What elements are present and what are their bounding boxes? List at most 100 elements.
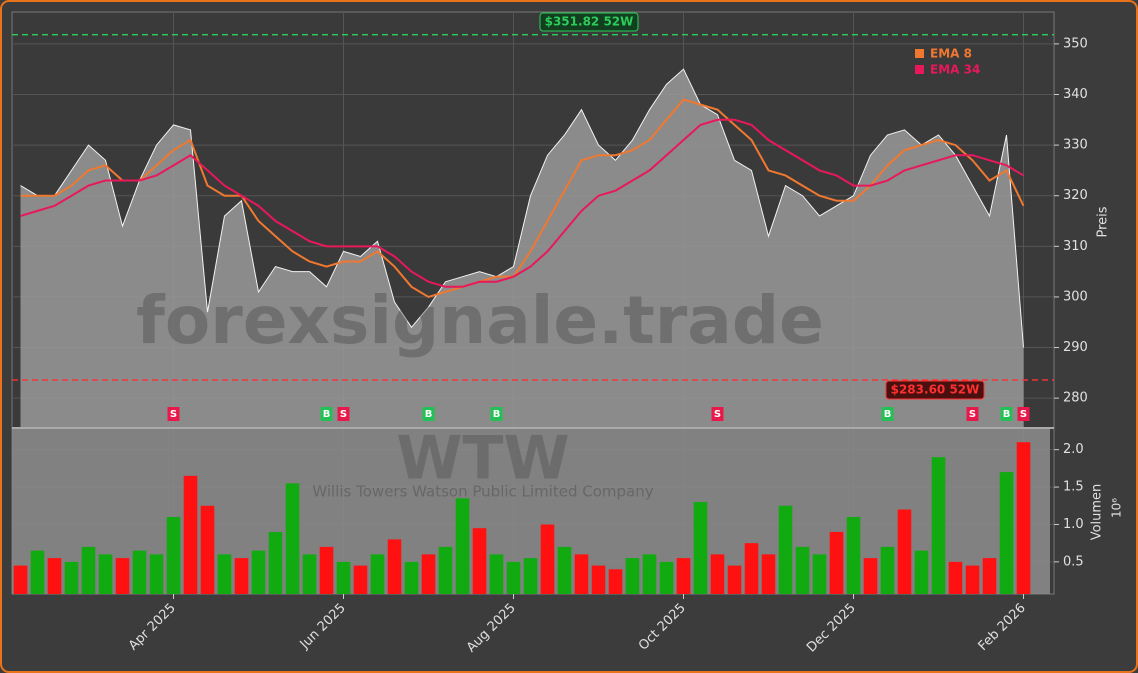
volume-bar bbox=[761, 554, 776, 594]
volume-bar bbox=[217, 554, 232, 594]
signal-box bbox=[966, 407, 979, 421]
volume-bar bbox=[336, 561, 351, 594]
volume-bar bbox=[506, 561, 521, 594]
volume-bar bbox=[914, 550, 929, 594]
signal-box bbox=[490, 407, 503, 421]
level-label-box bbox=[539, 12, 639, 32]
y2-axis-label: Volumen bbox=[1090, 484, 1105, 541]
volume-bar bbox=[625, 558, 640, 594]
signal-label: B bbox=[425, 409, 433, 420]
volume-bar bbox=[13, 565, 28, 594]
volume-bar bbox=[710, 554, 725, 594]
signal-label: S bbox=[714, 409, 721, 420]
volume-bar bbox=[438, 546, 453, 594]
y2-tick-label: 0.5 bbox=[1063, 554, 1084, 569]
y-tick-label: 290 bbox=[1063, 340, 1088, 355]
volume-bar bbox=[999, 472, 1014, 594]
legend-swatch bbox=[915, 65, 924, 74]
volume-bar bbox=[47, 558, 62, 594]
volume-bar bbox=[115, 558, 130, 594]
volume-bar bbox=[608, 569, 623, 594]
y-tick-label: 350 bbox=[1063, 36, 1088, 51]
volume-bar bbox=[676, 558, 691, 594]
volume-bar bbox=[268, 531, 283, 594]
volume-bar bbox=[404, 561, 419, 594]
volume-bar bbox=[472, 528, 487, 594]
volume-bar bbox=[829, 531, 844, 594]
signal-label: B bbox=[323, 409, 331, 420]
volume-bar bbox=[200, 505, 215, 594]
volume-bar bbox=[812, 554, 827, 594]
volume-bar bbox=[489, 554, 504, 594]
volume-bar bbox=[251, 550, 266, 594]
volume-bar bbox=[744, 543, 759, 594]
signal-box bbox=[711, 407, 724, 421]
signal-label: S bbox=[969, 409, 976, 420]
signal-label: B bbox=[1003, 409, 1011, 420]
volume-bar bbox=[183, 475, 198, 594]
volume-bar bbox=[98, 554, 113, 594]
level-label-box bbox=[885, 380, 985, 400]
volume-bar bbox=[1016, 442, 1031, 594]
volume-bar bbox=[302, 554, 317, 594]
volume-bar bbox=[642, 554, 657, 594]
signal-label: S bbox=[170, 409, 177, 420]
volume-bar bbox=[863, 558, 878, 594]
level-label: $283.60 52W bbox=[891, 383, 980, 397]
volume-bar bbox=[880, 546, 895, 594]
volume-bar bbox=[897, 509, 912, 594]
signal-box bbox=[320, 407, 333, 421]
volume-bar bbox=[81, 546, 96, 594]
volume-bar bbox=[421, 554, 436, 594]
y-tick-label: 330 bbox=[1063, 138, 1088, 153]
signal-label: S bbox=[340, 409, 347, 420]
volume-bar bbox=[948, 561, 963, 594]
y-tick-label: 340 bbox=[1063, 87, 1088, 102]
signal-box bbox=[1017, 407, 1030, 421]
ema-line bbox=[20, 118, 1025, 288]
volume-bar bbox=[727, 565, 742, 594]
y-tick-label: 320 bbox=[1063, 188, 1088, 203]
signal-box bbox=[1000, 407, 1013, 421]
y2-unit: 10⁶ bbox=[1110, 498, 1124, 518]
volume-bar bbox=[574, 554, 589, 594]
volume-bar bbox=[64, 561, 79, 594]
signal-box bbox=[422, 407, 435, 421]
price-line bbox=[20, 68, 1024, 348]
signal-box bbox=[337, 407, 350, 421]
price-area bbox=[20, 69, 1024, 428]
volume-bar bbox=[540, 524, 555, 594]
ticker-watermark: WTW bbox=[396, 424, 569, 494]
volume-bar bbox=[132, 550, 147, 594]
volume-bar bbox=[455, 498, 470, 594]
volume-bar bbox=[387, 539, 402, 594]
volume-bar bbox=[30, 550, 45, 594]
volume-bar bbox=[778, 505, 793, 594]
volume-bar bbox=[353, 565, 368, 594]
volume-bar bbox=[523, 558, 538, 594]
signal-label: B bbox=[884, 409, 892, 420]
watermark: forexsignale.trade bbox=[136, 282, 824, 359]
volume-bar bbox=[149, 554, 164, 594]
volume-bar bbox=[659, 561, 674, 594]
volume-bar bbox=[591, 565, 606, 594]
volume-bar bbox=[319, 546, 334, 594]
volume-bar bbox=[557, 546, 572, 594]
signal-box bbox=[881, 407, 894, 421]
signal-label: S bbox=[1020, 409, 1027, 420]
volume-bar bbox=[965, 565, 980, 594]
y2-tick-label: 2.0 bbox=[1063, 442, 1084, 457]
volume-bar bbox=[795, 546, 810, 594]
volume-bar bbox=[166, 516, 181, 594]
y-axis-label: Preis bbox=[1096, 206, 1111, 237]
y-tick-label: 310 bbox=[1063, 239, 1088, 254]
y2-tick-label: 1.0 bbox=[1063, 517, 1084, 532]
volume-bar bbox=[931, 457, 946, 594]
ema-line bbox=[20, 98, 1025, 299]
y2-tick-label: 1.5 bbox=[1063, 480, 1084, 495]
company-watermark: Willis Towers Watson Public Limited Comp… bbox=[312, 483, 653, 501]
volume-bar bbox=[285, 483, 300, 594]
y-tick-label: 280 bbox=[1063, 391, 1088, 406]
legend-swatch bbox=[915, 49, 924, 58]
